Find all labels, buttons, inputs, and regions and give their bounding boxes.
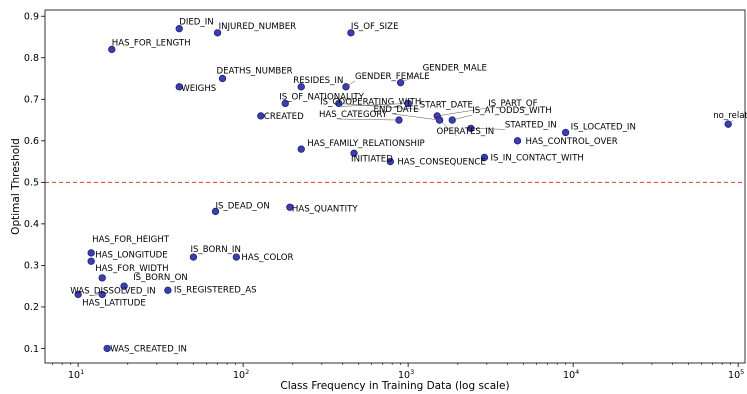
data-point bbox=[211, 207, 220, 216]
point-label: START_DATE bbox=[420, 100, 473, 110]
point-label: WEIGHS bbox=[181, 84, 216, 94]
y-tick-label: 0.9 bbox=[24, 12, 39, 23]
point-label: GENDER_MALE bbox=[423, 64, 487, 74]
label-leader-line bbox=[728, 120, 734, 125]
x-tick-label: 102 bbox=[233, 368, 249, 381]
point-label: STARTED_IN bbox=[505, 120, 557, 130]
point-label: IS_OF_NATIONALITY bbox=[279, 92, 364, 102]
label-leader-line bbox=[400, 72, 423, 83]
point-label: HAS_FAMILY_RELATIONSHIP bbox=[307, 139, 424, 149]
data-point bbox=[87, 257, 95, 265]
x-tick-label: 103 bbox=[398, 368, 414, 381]
point-label: IS_COOPERATING_WITH bbox=[320, 97, 421, 107]
point-label: no_relation bbox=[713, 111, 747, 121]
point-label: DIED_IN bbox=[179, 18, 213, 28]
point-label: IS_DEAD_ON bbox=[215, 201, 269, 211]
data-point bbox=[561, 128, 570, 137]
point-label: IS_BORN_ON bbox=[133, 273, 188, 283]
y-tick-label: 0.1 bbox=[24, 344, 39, 355]
data-point bbox=[232, 253, 241, 261]
point-label: HAS_LATITUDE bbox=[82, 298, 146, 308]
data-point bbox=[218, 74, 227, 83]
y-tick-label: 0.6 bbox=[24, 136, 39, 147]
data-point bbox=[286, 203, 294, 211]
label-leader-line bbox=[90, 294, 103, 296]
x-tick-label: 105 bbox=[728, 368, 744, 381]
data-point bbox=[513, 137, 522, 145]
y-tick-label: 0.2 bbox=[24, 302, 39, 313]
point-label: RESIDES_IN bbox=[293, 76, 343, 86]
point-label: WAS_DISSOLVED_IN bbox=[70, 286, 156, 296]
data-point bbox=[189, 253, 198, 261]
point-label: IS_REGISTERED_AS bbox=[174, 285, 257, 295]
point-label: HAS_FOR_LENGTH bbox=[112, 38, 191, 48]
plot-frame bbox=[44, 9, 746, 364]
x-axis: 101 102 103 104 105 bbox=[52, 363, 744, 381]
point-label: HAS_CATEGORY bbox=[319, 110, 388, 120]
data-point bbox=[175, 25, 183, 33]
point-label: HAS_CONSEQUENCE bbox=[397, 158, 486, 168]
point-labels-layer: DIED_IN INJURED_NUMBER IS_OF_SIZE HAS_FOR_L… bbox=[70, 18, 747, 355]
label-leader-line bbox=[340, 103, 409, 107]
label-leader-line bbox=[437, 107, 489, 117]
point-label: IS_IN_CONTACT_WITH bbox=[490, 153, 583, 163]
point-label: END_DATE bbox=[374, 105, 419, 115]
label-leader-line bbox=[338, 103, 420, 110]
point-label: IS_BORN_IN bbox=[190, 245, 240, 255]
point-label: HAS_CONTROL_OVER bbox=[526, 137, 618, 147]
data-point bbox=[297, 83, 305, 91]
point-label: IS_AT_ODDS_WITH bbox=[472, 106, 552, 116]
y-tick-label: 0.8 bbox=[24, 53, 39, 64]
x-tick-label: 104 bbox=[563, 368, 579, 381]
x-tick-label: 101 bbox=[68, 368, 84, 381]
point-label: HAS_QUANTITY bbox=[292, 204, 358, 214]
label-leader-line bbox=[393, 113, 440, 121]
data-point bbox=[281, 99, 289, 108]
point-label: OPERATES_IN bbox=[437, 127, 495, 137]
y-tick-label: 0.7 bbox=[24, 95, 39, 106]
data-point bbox=[87, 249, 95, 257]
data-point bbox=[350, 149, 358, 157]
data-point bbox=[164, 286, 172, 294]
data-point bbox=[98, 274, 106, 282]
point-label: CREATED bbox=[264, 112, 304, 122]
point-label: HAS_COLOR bbox=[241, 253, 293, 263]
y-axis: 0.1 0.2 0.3 0.4 0.5 0.6 0.7 0.8 0.9 bbox=[24, 12, 45, 355]
point-label: HAS_FOR_HEIGHT bbox=[92, 235, 170, 245]
data-point bbox=[120, 282, 128, 290]
label-leader-line bbox=[439, 119, 457, 137]
point-label: WAS_CREATED_IN bbox=[110, 344, 187, 354]
point-label: IS_LOCATED_IN bbox=[571, 123, 636, 133]
data-point bbox=[386, 157, 394, 166]
y-tick-label: 0.3 bbox=[24, 261, 39, 272]
data-point bbox=[257, 112, 265, 120]
point-label: IS_OF_SIZE bbox=[351, 22, 399, 32]
y-tick-label: 0.5 bbox=[24, 178, 39, 189]
data-point bbox=[108, 45, 116, 54]
data-point bbox=[213, 29, 222, 37]
y-tick-label: 0.4 bbox=[24, 219, 39, 230]
data-point bbox=[74, 290, 82, 299]
point-label: HAS_LONGITUDE bbox=[95, 250, 168, 260]
data-point bbox=[175, 83, 183, 91]
label-leader-line bbox=[338, 118, 399, 121]
data-point bbox=[480, 153, 489, 162]
data-point bbox=[297, 145, 305, 153]
point-label: INJURED_NUMBER bbox=[219, 22, 297, 32]
point-label: DEATHS_NUMBER bbox=[217, 67, 293, 77]
label-leader-line bbox=[452, 114, 473, 121]
y-axis-title: Optimal Threshold bbox=[10, 138, 22, 235]
data-point bbox=[103, 344, 111, 353]
label-leader-line bbox=[345, 80, 356, 88]
point-label: HAS_FOR_WIDTH bbox=[95, 264, 168, 274]
point-label: GENDER_FEMALE bbox=[355, 72, 430, 82]
data-point bbox=[347, 29, 355, 37]
point-label: IS_PART_OF bbox=[488, 99, 537, 109]
x-axis-title: Class Frequency in Training Data (log sc… bbox=[280, 380, 509, 392]
label-leader-line bbox=[470, 128, 505, 130]
point-label: INITIATED bbox=[351, 154, 393, 164]
points-layer bbox=[74, 25, 732, 353]
